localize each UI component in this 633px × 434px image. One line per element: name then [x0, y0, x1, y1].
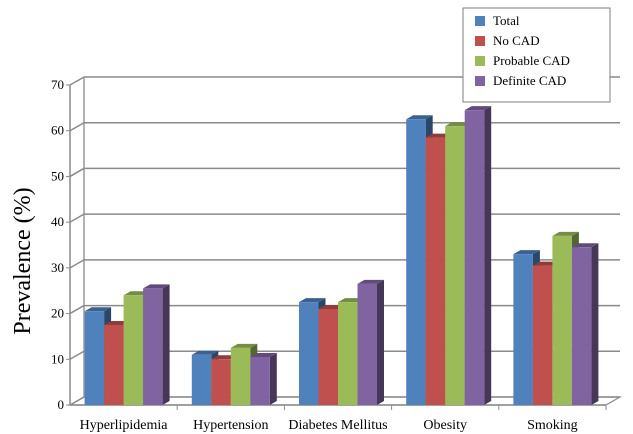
bar-top: [230, 343, 258, 348]
gridline-diagonal: [69, 350, 85, 360]
bar-front: [338, 302, 358, 405]
bar: [357, 279, 384, 405]
gridline-diagonal: [69, 259, 85, 269]
bar-top: [406, 115, 433, 120]
gridline-diagonal: [69, 167, 85, 178]
bar-front: [230, 347, 251, 405]
bar-front: [406, 119, 426, 406]
bar-front: [318, 309, 338, 405]
legend-label: Definite CAD: [493, 73, 566, 88]
bars-layer: [84, 106, 599, 406]
bar-front: [571, 247, 592, 405]
bar-front: [532, 265, 553, 405]
labels-layer: 0 10 20 30 40 50 60 70 Hyperlipidemia Hypertensio…: [51, 77, 578, 433]
bar-front: [357, 283, 377, 405]
bar: [250, 353, 277, 405]
bar-top: [464, 106, 492, 111]
y-tick-label: 0: [58, 397, 65, 412]
gridline-diagonal: [69, 122, 85, 132]
y-tick-label: 60: [51, 123, 64, 138]
y-tick-label: 50: [51, 168, 64, 183]
legend-swatch: [475, 76, 485, 86]
legend-swatch: [475, 36, 485, 46]
bar-top: [513, 250, 540, 255]
bar-side: [484, 106, 492, 406]
bar-top: [84, 307, 112, 312]
bar-front: [552, 235, 572, 405]
legend-swatch: [475, 16, 485, 26]
x-tick-label: Hypertension: [193, 418, 268, 433]
gridline-diagonal: [69, 213, 85, 223]
bar: [571, 243, 599, 405]
bar-front: [464, 110, 485, 406]
legend-label: Total: [493, 13, 520, 28]
bar-top: [552, 231, 579, 236]
bar-front: [84, 311, 105, 405]
x-tick-label: Hyperlipidemia: [80, 418, 169, 433]
y-tick-label: 10: [51, 351, 64, 366]
bar-front: [445, 126, 465, 406]
x-tick-label: Diabetes Mellitus: [288, 418, 387, 433]
y-tick-label: 20: [51, 306, 64, 321]
bar: [464, 106, 492, 406]
bar-front: [104, 325, 124, 405]
gridline-diagonal: [69, 76, 85, 86]
bar-front: [513, 254, 533, 405]
legend: Total No CAD Probable CAD Definite CAD: [462, 7, 611, 103]
bar-side: [591, 243, 599, 405]
bar-top: [143, 284, 170, 289]
bar-top: [299, 298, 326, 303]
y-tick-label: 70: [51, 77, 64, 92]
y-axis-label: Prevalence (%): [10, 187, 36, 334]
y-tick-label: 40: [51, 214, 64, 229]
bar-front: [123, 295, 144, 405]
bar-front: [250, 357, 270, 405]
bar-side: [162, 284, 170, 405]
bar-front: [143, 288, 163, 405]
bar-top: [357, 279, 384, 284]
bar-top: [191, 350, 219, 355]
legend-label: No CAD: [493, 33, 540, 48]
legend-swatch: [475, 56, 485, 66]
bar-front: [191, 354, 212, 405]
x-tick-label: Obesity: [423, 418, 467, 433]
bar-front: [425, 137, 446, 406]
bar-side: [269, 353, 277, 405]
bar-top: [571, 243, 599, 248]
bar-front: [211, 359, 231, 405]
legend-box: [462, 7, 611, 103]
x-tick-label: Smoking: [527, 418, 578, 433]
bar: [143, 284, 170, 405]
legend-label: Probable CAD: [493, 53, 570, 68]
y-tick-label: 30: [51, 260, 64, 275]
bar-top: [250, 353, 277, 357]
bar-side: [377, 279, 384, 405]
bar-front: [299, 302, 319, 405]
gridline-diagonal: [69, 304, 85, 315]
